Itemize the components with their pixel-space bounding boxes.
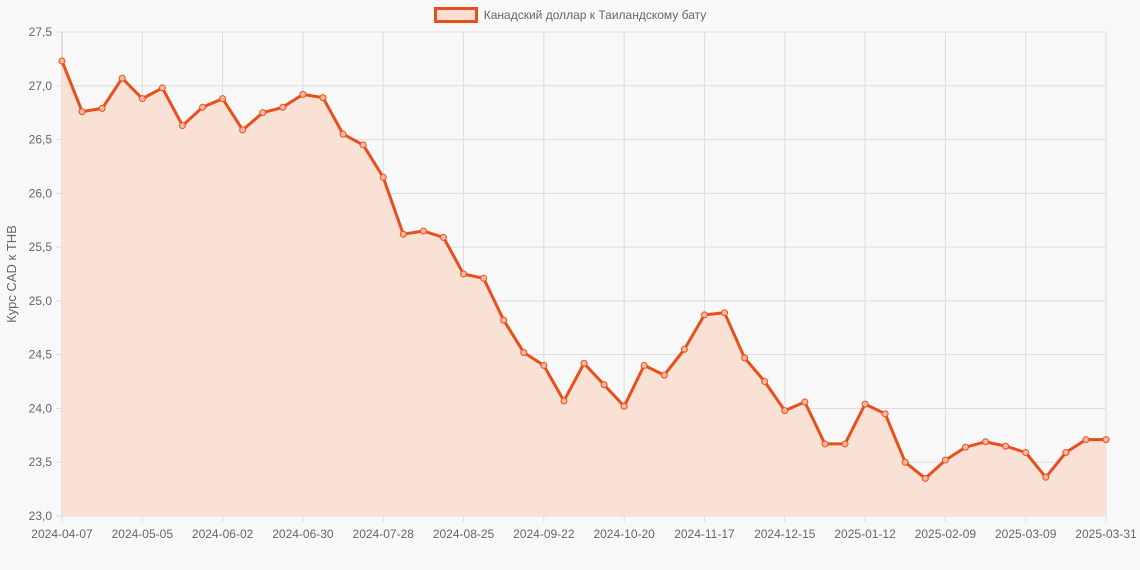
data-point[interactable] bbox=[721, 309, 729, 317]
data-point[interactable] bbox=[861, 400, 869, 408]
data-points[interactable] bbox=[58, 57, 1110, 482]
y-tick-label: 26,0 bbox=[29, 186, 53, 200]
x-tick-label: 2024-05-05 bbox=[112, 527, 174, 541]
y-tick-label: 25,0 bbox=[29, 294, 53, 308]
data-point[interactable] bbox=[460, 270, 468, 278]
data-point[interactable] bbox=[279, 103, 287, 111]
data-point[interactable] bbox=[1102, 436, 1110, 444]
data-point[interactable] bbox=[640, 361, 648, 369]
x-tick-label: 2024-12-15 bbox=[754, 527, 816, 541]
x-tick-label: 2025-03-31 bbox=[1075, 527, 1137, 541]
data-point[interactable] bbox=[319, 94, 327, 102]
legend-label: Канадский доллар к Таиландскому бату bbox=[483, 8, 707, 22]
data-point[interactable] bbox=[379, 173, 387, 181]
x-axis: 2024-04-07 2024-05-05 2024-06-02 2024-06-30… bbox=[31, 527, 1137, 541]
data-point[interactable] bbox=[600, 381, 608, 389]
data-point[interactable] bbox=[480, 274, 488, 282]
x-tick-label: 2024-06-30 bbox=[272, 527, 334, 541]
data-point[interactable] bbox=[98, 104, 106, 112]
data-point[interactable] bbox=[580, 359, 588, 367]
y-axis: 23,0 23,5 24,0 24,5 25,0 25,5 26,0 26,5 27,0 27,5 bbox=[29, 25, 53, 523]
y-tick-label: 23,0 bbox=[29, 509, 53, 523]
data-point[interactable] bbox=[78, 108, 86, 116]
data-point[interactable] bbox=[700, 311, 708, 319]
data-point[interactable] bbox=[680, 345, 688, 353]
data-point[interactable] bbox=[158, 84, 166, 92]
x-tick-label: 2024-04-07 bbox=[31, 527, 93, 541]
data-point[interactable] bbox=[1002, 442, 1010, 450]
x-tick-label: 2024-07-28 bbox=[353, 527, 415, 541]
data-point[interactable] bbox=[1082, 436, 1090, 444]
legend[interactable]: Канадский доллар к Таиландскому бату bbox=[0, 7, 1140, 23]
x-tick-label: 2025-02-09 bbox=[915, 527, 977, 541]
y-tick-label: 23,5 bbox=[29, 455, 53, 469]
data-point[interactable] bbox=[118, 74, 126, 82]
y-tick-label: 27,0 bbox=[29, 79, 53, 93]
data-point[interactable] bbox=[419, 227, 427, 235]
y-tick-label: 25,5 bbox=[29, 240, 53, 254]
data-point[interactable] bbox=[660, 371, 668, 379]
y-tick-label: 24,0 bbox=[29, 401, 53, 415]
data-point[interactable] bbox=[961, 443, 969, 451]
data-point[interactable] bbox=[178, 122, 186, 130]
series-area bbox=[62, 61, 1106, 516]
data-point[interactable] bbox=[620, 402, 628, 410]
data-point[interactable] bbox=[58, 57, 66, 65]
data-point[interactable] bbox=[439, 233, 447, 241]
x-tick-label: 2025-03-09 bbox=[995, 527, 1057, 541]
data-point[interactable] bbox=[941, 456, 949, 464]
data-point[interactable] bbox=[761, 378, 769, 386]
legend-swatch-icon bbox=[433, 7, 478, 23]
y-tick-label: 26,5 bbox=[29, 133, 53, 147]
data-point[interactable] bbox=[520, 349, 528, 357]
data-point[interactable] bbox=[741, 354, 749, 362]
data-point[interactable] bbox=[1042, 473, 1050, 481]
data-point[interactable] bbox=[540, 361, 548, 369]
data-point[interactable] bbox=[359, 141, 367, 149]
data-point[interactable] bbox=[259, 109, 267, 117]
data-point[interactable] bbox=[901, 458, 909, 466]
data-point[interactable] bbox=[138, 95, 146, 103]
data-point[interactable] bbox=[1062, 449, 1070, 457]
data-point[interactable] bbox=[881, 410, 889, 418]
data-point[interactable] bbox=[299, 90, 307, 98]
data-point[interactable] bbox=[1022, 449, 1030, 457]
data-point[interactable] bbox=[982, 438, 990, 446]
data-point[interactable] bbox=[801, 398, 809, 406]
data-point[interactable] bbox=[560, 397, 568, 405]
data-point[interactable] bbox=[781, 407, 789, 415]
x-tick-label: 2025-01-12 bbox=[834, 527, 896, 541]
data-point[interactable] bbox=[239, 126, 247, 134]
x-tick-label: 2024-10-20 bbox=[593, 527, 655, 541]
y-tick-label: 27,5 bbox=[29, 25, 53, 39]
data-point[interactable] bbox=[399, 230, 407, 238]
data-point[interactable] bbox=[921, 474, 929, 482]
y-tick-label: 24,5 bbox=[29, 348, 53, 362]
data-point[interactable] bbox=[339, 130, 347, 138]
x-tick-label: 2024-08-25 bbox=[433, 527, 495, 541]
x-tick-label: 2024-11-17 bbox=[674, 527, 735, 541]
data-point[interactable] bbox=[199, 103, 207, 111]
x-tick-label: 2024-09-22 bbox=[513, 527, 575, 541]
data-point[interactable] bbox=[841, 440, 849, 448]
data-point[interactable] bbox=[821, 440, 829, 448]
y-axis-title: Курс CAD к THB bbox=[4, 225, 19, 323]
data-point[interactable] bbox=[500, 316, 508, 324]
x-tick-label: 2024-06-02 bbox=[192, 527, 254, 541]
data-point[interactable] bbox=[219, 95, 227, 103]
